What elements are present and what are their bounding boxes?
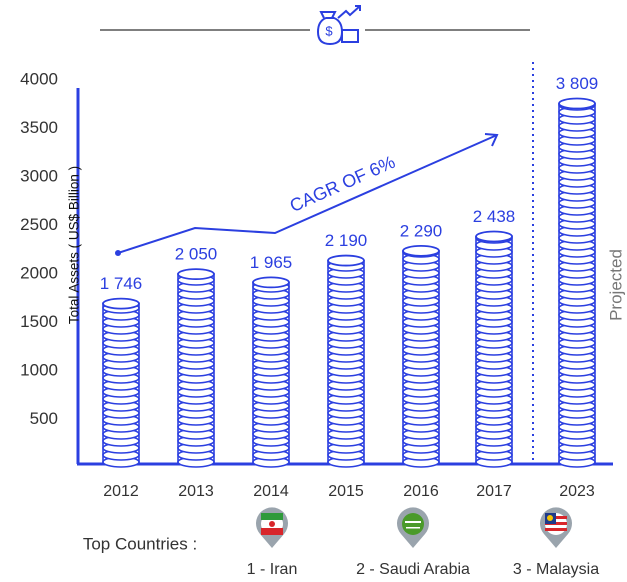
- country-label: 1 - Iran: [247, 561, 298, 578]
- flag-pin-malaysia: [539, 507, 572, 548]
- value-label: 3 809: [556, 74, 599, 93]
- y-tick-label: 2500: [20, 215, 58, 234]
- y-tick-label: 1500: [20, 312, 58, 331]
- value-label: 2 050: [175, 245, 218, 264]
- y-tick-label: 4000: [20, 69, 58, 88]
- coin-stack: [327, 254, 365, 468]
- header-icon-symbol: $: [325, 23, 333, 38]
- y-tick-label: 1000: [20, 360, 58, 379]
- projected-label: Projected: [606, 249, 625, 321]
- x-tick-label: 2015: [328, 483, 364, 500]
- y-tick-label: 3000: [20, 166, 58, 185]
- coin-top: [558, 97, 596, 110]
- cagr-label: CAGR OF 6%: [287, 152, 398, 216]
- x-tick-label: 2017: [476, 483, 512, 500]
- y-tick-label: 3500: [20, 118, 58, 137]
- coin-stack: [475, 230, 513, 468]
- header-icon: [316, 5, 361, 46]
- coin-top: [327, 254, 365, 267]
- x-tick-label: 2014: [253, 483, 289, 500]
- country-label: 2 - Saudi Arabia: [356, 561, 470, 578]
- value-label: 2 190: [325, 231, 368, 250]
- coin-stack: [402, 244, 440, 468]
- x-tick-label: 2013: [178, 483, 214, 500]
- coin-stack: [252, 276, 290, 468]
- coin-top: [252, 276, 290, 289]
- flag-pin-saudi: [396, 507, 429, 548]
- x-tick-label: 2023: [559, 483, 595, 500]
- y-tick-label: 500: [30, 409, 58, 428]
- country-label: 3 - Malaysia: [513, 561, 599, 578]
- value-label: 2 290: [400, 221, 443, 240]
- coin-stack: [102, 297, 140, 468]
- value-label: 1 965: [250, 253, 293, 272]
- value-label: 1 746: [100, 274, 143, 293]
- coin-stack: [177, 268, 215, 468]
- x-tick-label: 2016: [403, 483, 439, 500]
- top-countries-label: Top Countries :: [83, 534, 197, 553]
- coin-top: [102, 297, 140, 310]
- cagr-arrow: [117, 133, 499, 254]
- x-tick-label: 2012: [103, 483, 139, 500]
- y-axis-label: Total Assets ( US$ Billion ): [67, 166, 82, 324]
- cagr-start: [115, 250, 121, 256]
- coin-stack: [558, 97, 596, 468]
- coin-top: [177, 268, 215, 281]
- flag-pin-iran: [255, 507, 288, 548]
- y-tick-label: 2000: [20, 263, 58, 282]
- coin-top: [475, 230, 513, 243]
- value-label: 2 438: [473, 207, 516, 226]
- coin-top: [402, 244, 440, 257]
